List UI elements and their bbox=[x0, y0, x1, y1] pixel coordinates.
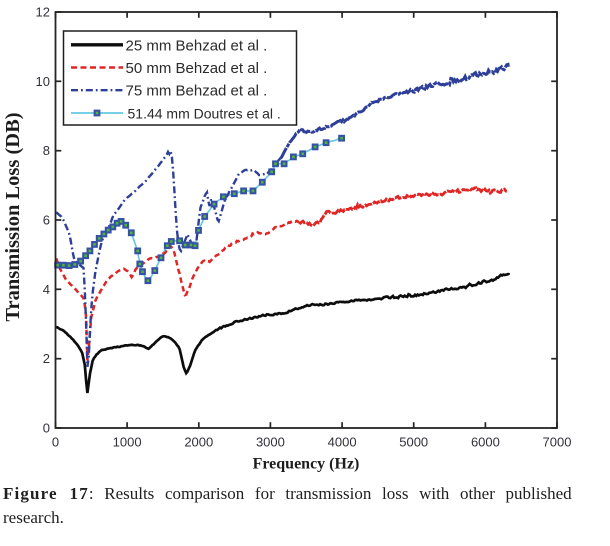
svg-text:6: 6 bbox=[43, 213, 50, 228]
svg-text:25 mm Behzad et al .: 25 mm Behzad et al . bbox=[126, 37, 268, 54]
svg-text:50 mm Behzad et al .: 50 mm Behzad et al . bbox=[126, 60, 268, 77]
svg-text:1000: 1000 bbox=[113, 435, 142, 450]
svg-text:2000: 2000 bbox=[184, 435, 213, 450]
svg-text:6000: 6000 bbox=[471, 435, 500, 450]
svg-text:7000: 7000 bbox=[543, 435, 572, 450]
svg-text:51.44 mm Doutres et al .: 51.44 mm Doutres et al . bbox=[128, 105, 281, 121]
svg-text:8: 8 bbox=[43, 143, 50, 158]
svg-text:Frequency (Hz): Frequency (Hz) bbox=[253, 456, 360, 473]
svg-text:3000: 3000 bbox=[256, 435, 285, 450]
svg-text:0: 0 bbox=[52, 435, 59, 450]
svg-text:5000: 5000 bbox=[399, 435, 428, 450]
svg-text:4: 4 bbox=[43, 282, 50, 297]
svg-text:2: 2 bbox=[43, 351, 50, 366]
svg-text:75 mm Behzad et al .: 75 mm Behzad et al . bbox=[126, 83, 268, 100]
svg-text:0: 0 bbox=[43, 421, 50, 436]
svg-text:Transmission Loss (DB): Transmission Loss (DB) bbox=[2, 112, 24, 321]
svg-text:4000: 4000 bbox=[328, 435, 357, 450]
svg-text:10: 10 bbox=[36, 74, 50, 89]
svg-text:12: 12 bbox=[36, 5, 50, 20]
